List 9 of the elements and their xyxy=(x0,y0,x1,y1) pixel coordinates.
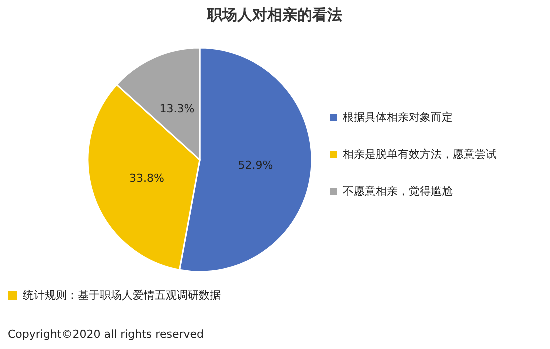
chart-title: 职场人对相亲的看法 xyxy=(206,6,344,25)
legend-label: 相亲是脱单有效方法，愿意尝试 xyxy=(343,147,497,162)
legend-label: 根据具体相亲对象而定 xyxy=(343,110,453,125)
text: Copyright©2020 all rights reserved xyxy=(8,328,204,341)
data-label: 33.8% xyxy=(129,172,164,185)
legend-label: 不愿意相亲，觉得尴尬 xyxy=(343,184,453,199)
text: 统计规则：基于职场人爱情五观调研数据 xyxy=(23,288,221,303)
data-label: 52.9% xyxy=(238,159,274,172)
data-label: 13.3% xyxy=(160,102,195,116)
